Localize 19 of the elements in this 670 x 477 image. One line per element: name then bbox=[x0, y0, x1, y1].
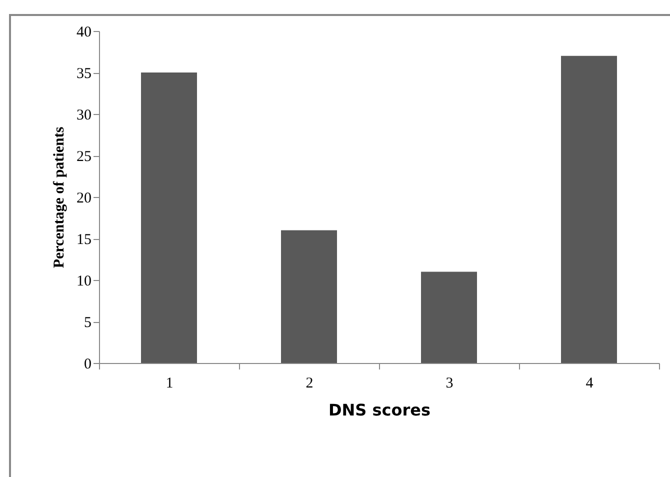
bar bbox=[421, 272, 477, 363]
x-tick-label: 2 bbox=[306, 376, 314, 392]
y-tick-label: 35 bbox=[76, 66, 92, 82]
y-tick-label: 30 bbox=[76, 108, 92, 124]
bar bbox=[561, 56, 617, 363]
bar bbox=[281, 230, 337, 363]
y-tick-label: 20 bbox=[76, 190, 92, 206]
bar bbox=[141, 72, 197, 363]
y-axis-title: Percentage of patients bbox=[52, 126, 68, 268]
y-tick-label: 15 bbox=[76, 232, 92, 248]
x-axis-title: DNS scores bbox=[328, 400, 431, 420]
x-tick-label: 3 bbox=[446, 376, 454, 392]
x-tick-label: 1 bbox=[166, 376, 174, 392]
y-tick-label: 5 bbox=[84, 315, 92, 331]
y-tick-label: 25 bbox=[76, 149, 92, 165]
x-tick-label: 4 bbox=[586, 376, 594, 392]
y-tick-label: 10 bbox=[76, 274, 92, 290]
y-tick-label: 0 bbox=[84, 356, 92, 372]
y-tick-label: 40 bbox=[76, 24, 92, 40]
